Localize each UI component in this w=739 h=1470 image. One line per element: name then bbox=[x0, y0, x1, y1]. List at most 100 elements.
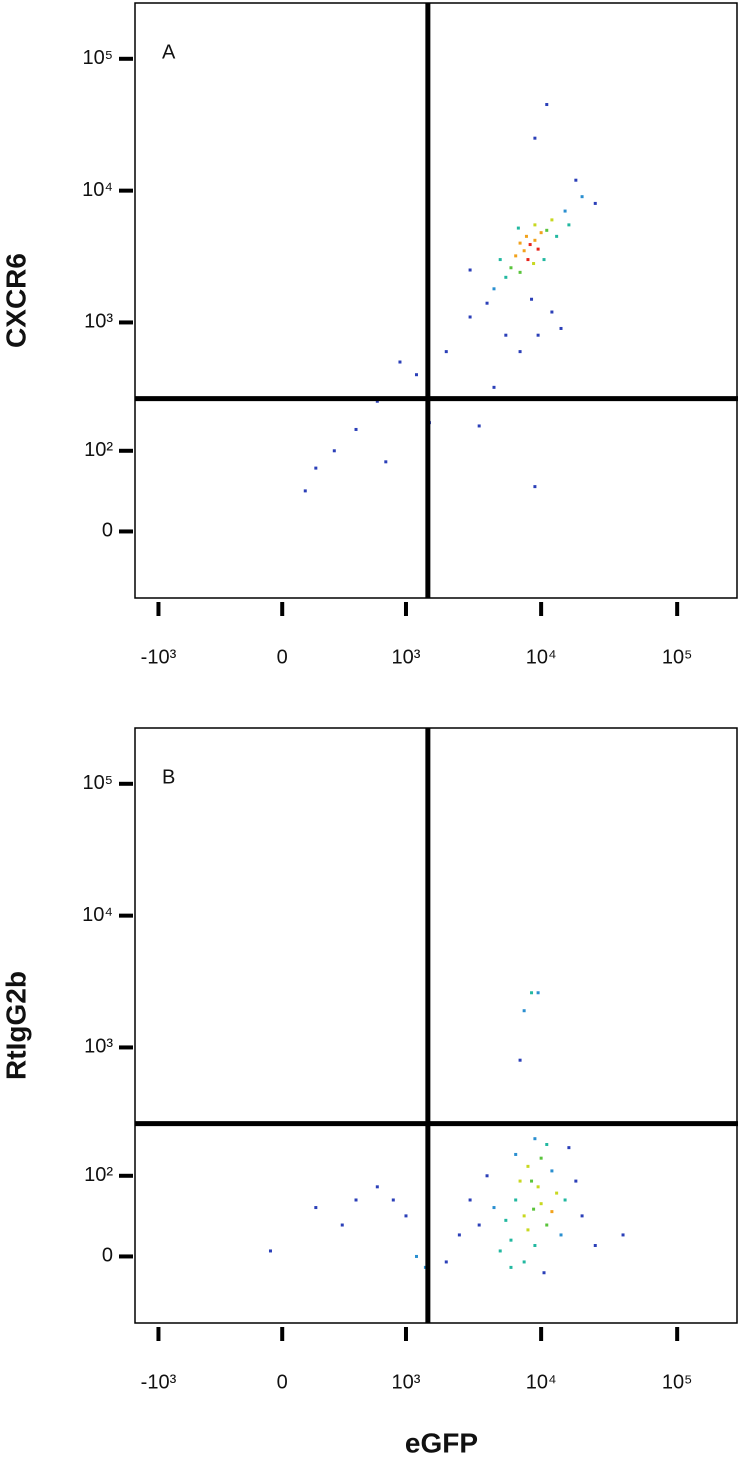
event-dot bbox=[533, 1137, 537, 1141]
event-dot bbox=[314, 1206, 318, 1210]
event-dot bbox=[384, 460, 388, 464]
event-dot bbox=[530, 991, 534, 995]
event-dot bbox=[542, 258, 546, 262]
y-tick-label: 10⁴ bbox=[82, 904, 113, 926]
x-tick-label: 10³ bbox=[392, 1371, 421, 1393]
event-dot bbox=[332, 449, 336, 453]
event-dot bbox=[539, 1156, 543, 1160]
event-dot bbox=[498, 258, 502, 262]
x-tick-label: -10³ bbox=[141, 1371, 177, 1393]
event-dot bbox=[559, 1233, 563, 1237]
y-tick-label: 10⁵ bbox=[82, 772, 113, 794]
event-dot bbox=[522, 249, 526, 253]
event-dot bbox=[492, 1206, 496, 1210]
x-tick-label: 10⁴ bbox=[526, 1371, 557, 1393]
event-dot bbox=[555, 1191, 559, 1195]
y-tick-label: 10⁴ bbox=[82, 179, 113, 201]
event-dot bbox=[580, 195, 584, 199]
event-dot bbox=[518, 1179, 522, 1183]
event-dot bbox=[514, 254, 518, 258]
event-dot bbox=[536, 991, 540, 995]
event-dot bbox=[404, 1214, 408, 1218]
x-tick-label: 10⁴ bbox=[526, 646, 557, 668]
event-dot bbox=[444, 1260, 448, 1264]
event-dot bbox=[522, 1260, 526, 1264]
event-dot bbox=[391, 1198, 395, 1202]
event-dot bbox=[468, 268, 472, 272]
event-dot bbox=[593, 201, 597, 205]
event-dot bbox=[509, 266, 513, 270]
event-dot bbox=[563, 209, 567, 213]
event-dot bbox=[532, 1207, 536, 1211]
event-dot bbox=[574, 178, 578, 182]
panel-label: A bbox=[162, 41, 176, 63]
event-dot bbox=[509, 1265, 513, 1269]
x-tick-label: 0 bbox=[277, 646, 288, 668]
event-dot bbox=[555, 234, 559, 238]
event-dot bbox=[514, 1152, 518, 1156]
event-dot bbox=[457, 1233, 461, 1237]
event-dot bbox=[536, 247, 540, 251]
event-dot bbox=[504, 333, 508, 337]
event-dot bbox=[492, 385, 496, 389]
event-dot bbox=[567, 223, 571, 227]
event-dot bbox=[268, 1249, 272, 1253]
event-dot bbox=[514, 1198, 518, 1202]
event-dot bbox=[533, 485, 537, 489]
panel-label: B bbox=[162, 766, 175, 788]
event-dot bbox=[580, 1214, 584, 1218]
event-dot bbox=[539, 231, 543, 235]
event-dot bbox=[303, 489, 307, 493]
event-dot bbox=[542, 1271, 546, 1275]
y-axis-title: CXCR6 bbox=[0, 253, 31, 348]
y-axis-title: RtIgG2b bbox=[0, 971, 31, 1080]
event-dot bbox=[574, 1179, 578, 1183]
event-dot bbox=[504, 1218, 508, 1222]
plot-frame bbox=[134, 727, 738, 1324]
event-dot bbox=[375, 1185, 379, 1189]
event-dot bbox=[545, 1143, 549, 1147]
y-tick-label: 0 bbox=[102, 1245, 113, 1267]
y-tick-label: 10⁵ bbox=[82, 47, 113, 69]
event-dot bbox=[354, 1198, 358, 1202]
event-dot bbox=[509, 1238, 513, 1242]
event-dot bbox=[498, 1249, 502, 1253]
event-dot bbox=[477, 1223, 481, 1227]
event-dot bbox=[375, 399, 379, 403]
event-dot bbox=[398, 360, 402, 364]
event-dot bbox=[340, 1223, 344, 1227]
event-dot bbox=[563, 1198, 567, 1202]
event-dot bbox=[477, 424, 481, 428]
event-dot bbox=[468, 1198, 472, 1202]
event-dot bbox=[526, 258, 530, 262]
event-dot bbox=[593, 1244, 597, 1248]
y-tick-label: 0 bbox=[102, 520, 113, 542]
event-dot bbox=[536, 333, 540, 337]
event-dot bbox=[530, 297, 534, 301]
event-dot bbox=[545, 103, 549, 107]
x-tick-label: 10⁵ bbox=[662, 646, 693, 668]
x-tick-label: 0 bbox=[277, 1371, 288, 1393]
event-dot bbox=[526, 1228, 530, 1232]
event-dot bbox=[518, 241, 522, 245]
event-dot bbox=[550, 310, 554, 314]
event-dot bbox=[468, 315, 472, 319]
event-dot bbox=[550, 218, 554, 222]
event-dot bbox=[621, 1233, 625, 1237]
event-dot bbox=[567, 1146, 571, 1150]
plot-frame bbox=[134, 2, 738, 599]
event-dot bbox=[533, 223, 537, 227]
event-dot bbox=[536, 1185, 540, 1189]
event-dot bbox=[559, 326, 563, 330]
event-dot bbox=[492, 287, 496, 291]
event-dot bbox=[518, 350, 522, 354]
event-dot bbox=[545, 228, 549, 232]
event-dot bbox=[532, 262, 536, 266]
event-dot bbox=[414, 1254, 418, 1258]
event-dot bbox=[528, 243, 532, 247]
event-dot bbox=[526, 1164, 530, 1168]
y-tick-label: 10³ bbox=[84, 1036, 113, 1058]
event-dot bbox=[522, 1009, 526, 1013]
event-dot bbox=[518, 270, 522, 274]
